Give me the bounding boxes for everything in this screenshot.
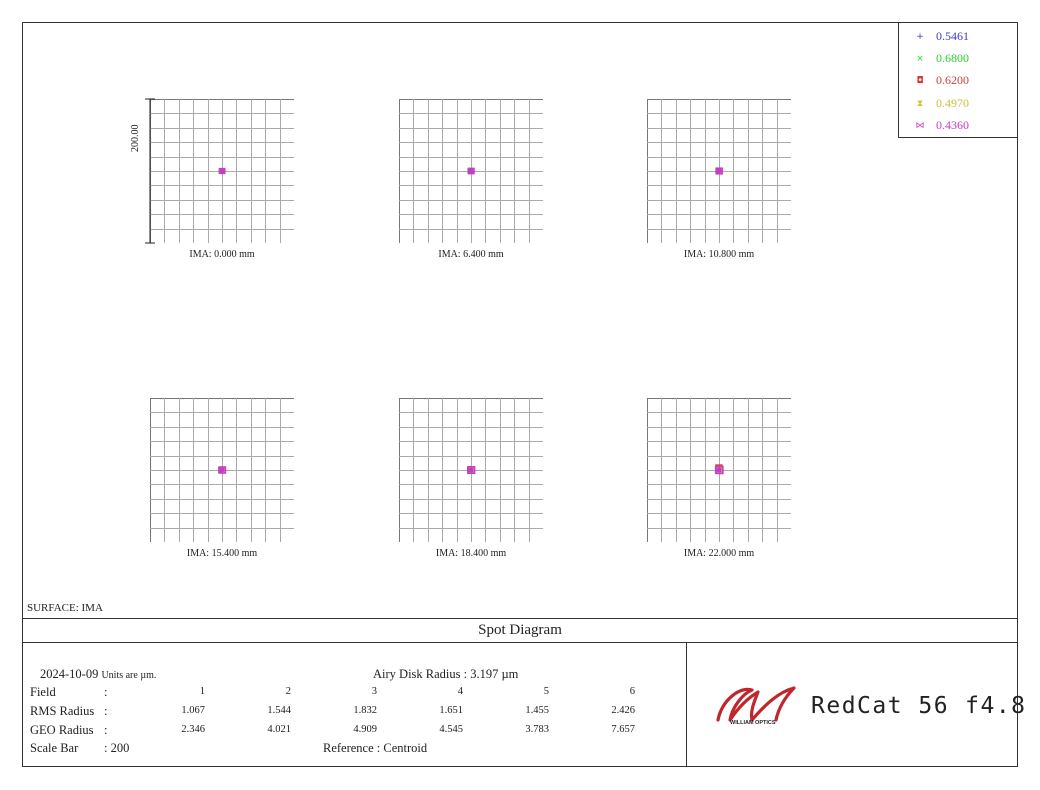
legend-label: 0.6200 xyxy=(936,73,969,87)
spot-centroid xyxy=(468,168,474,174)
spot-centroid xyxy=(716,467,722,473)
field-number: 2 xyxy=(285,686,291,697)
spot-centroid xyxy=(219,467,225,473)
date: 2024-10-09 xyxy=(40,667,99,681)
legend-label: 0.6800 xyxy=(936,51,969,65)
legend-symbol: + xyxy=(916,32,924,42)
spot-plot: IMA: 10.800 mm xyxy=(647,99,791,260)
scale-value: : 200 xyxy=(104,741,130,755)
field-number: 6 xyxy=(629,686,635,697)
spot-centroid xyxy=(716,168,722,174)
rms-value: 1.544 xyxy=(267,705,291,716)
plot-label: IMA: 10.800 mm xyxy=(683,249,755,260)
spot-mark xyxy=(715,465,724,475)
geo-value: 4.909 xyxy=(353,724,377,735)
legend-label: 0.4360 xyxy=(936,118,969,132)
colon: : xyxy=(104,685,108,699)
plot-label: IMA: 15.400 mm xyxy=(186,548,258,559)
legend-label: 0.4970 xyxy=(936,96,969,110)
spot-centroid xyxy=(468,467,474,473)
field-number: 1 xyxy=(199,686,205,697)
date-line: 2024-10-09 Units are µm. xyxy=(40,667,156,682)
colon: : xyxy=(104,723,108,737)
focal-ratio: f4.8 xyxy=(965,693,1027,719)
spot-grid xyxy=(150,99,294,243)
rms-value: 2.426 xyxy=(611,705,635,716)
spot-grid xyxy=(150,398,294,542)
plot-frame xyxy=(22,22,1018,767)
spot-mark xyxy=(218,466,227,474)
product-name: RedCat 56 xyxy=(811,693,950,719)
rms-label: RMS Radius xyxy=(30,704,95,718)
brand-title: RedCat 56 f4.8 xyxy=(811,693,1027,719)
legend-item: + 0.5461 xyxy=(899,28,1017,46)
geo-label: GEO Radius xyxy=(30,723,94,737)
legend-item: × 0.6800 xyxy=(899,50,1017,68)
field-number: 5 xyxy=(543,686,549,697)
legend-symbol: ⋈ xyxy=(915,121,925,131)
plot-label: IMA: 6.400 mm xyxy=(438,249,504,260)
wavelength-legend: + 0.5461 × 0.6800 ◘ 0.6200 ⧗ 0.4970 ⋈ 0.… xyxy=(898,22,1018,138)
reference: Reference : Centroid xyxy=(323,741,428,755)
rms-value: 1.651 xyxy=(439,705,463,716)
surface-label: SURFACE: IMA xyxy=(27,602,103,614)
rms-value: 1.067 xyxy=(181,705,205,716)
spot-plot: IMA: 0.000 mm xyxy=(150,99,294,260)
spot-grid xyxy=(399,99,543,243)
units-note: Units are µm. xyxy=(101,670,157,681)
scale-bar-label: 200.00 xyxy=(130,124,141,153)
legend-item: ⧗ 0.4970 xyxy=(899,95,1017,113)
geo-value: 2.346 xyxy=(181,724,205,735)
divider xyxy=(686,643,687,767)
field-number: 3 xyxy=(371,686,377,697)
legend-item: ⋈ 0.4360 xyxy=(899,117,1017,135)
colon: : xyxy=(104,704,108,718)
scale-label: Scale Bar xyxy=(30,741,79,755)
spot-plot: IMA: 6.400 mm xyxy=(399,99,543,260)
legend-symbol: ⧗ xyxy=(916,99,924,109)
william-optics-logo: WILLIAM OPTICS xyxy=(716,686,796,726)
legend-symbol: ◘ xyxy=(916,76,924,86)
geo-value: 4.545 xyxy=(439,724,463,735)
plot-label: IMA: 22.000 mm xyxy=(683,548,755,559)
plot-label: IMA: 18.400 mm xyxy=(435,548,507,559)
spot-mark xyxy=(467,465,476,475)
spot-grid xyxy=(399,398,543,542)
geo-value: 4.021 xyxy=(267,724,291,735)
field-label: Field xyxy=(30,685,56,699)
diagram-title: Spot Diagram xyxy=(22,618,1018,643)
legend-symbol: × xyxy=(916,54,924,64)
spot-plot: IMA: 15.400 mm xyxy=(150,398,294,559)
spot-plot: IMA: 18.400 mm xyxy=(399,398,543,559)
plot-label: IMA: 0.000 mm xyxy=(189,249,255,260)
spot-grid xyxy=(647,398,791,542)
legend-item: ◘ 0.6200 xyxy=(899,72,1017,90)
geo-value: 7.657 xyxy=(611,724,635,735)
spot-plot: IMA: 22.000 mm xyxy=(647,398,791,559)
geo-value: 3.783 xyxy=(525,724,549,735)
scale-bar xyxy=(145,98,155,244)
field-number: 4 xyxy=(457,686,463,697)
spot-grid xyxy=(647,99,791,243)
rms-value: 1.832 xyxy=(353,705,377,716)
rms-value: 1.455 xyxy=(525,705,549,716)
spot-centroid xyxy=(219,168,225,174)
airy-radius: Airy Disk Radius : 3.197 µm xyxy=(373,667,519,681)
logo-text: WILLIAM OPTICS xyxy=(730,720,776,726)
legend-label: 0.5461 xyxy=(936,29,969,43)
